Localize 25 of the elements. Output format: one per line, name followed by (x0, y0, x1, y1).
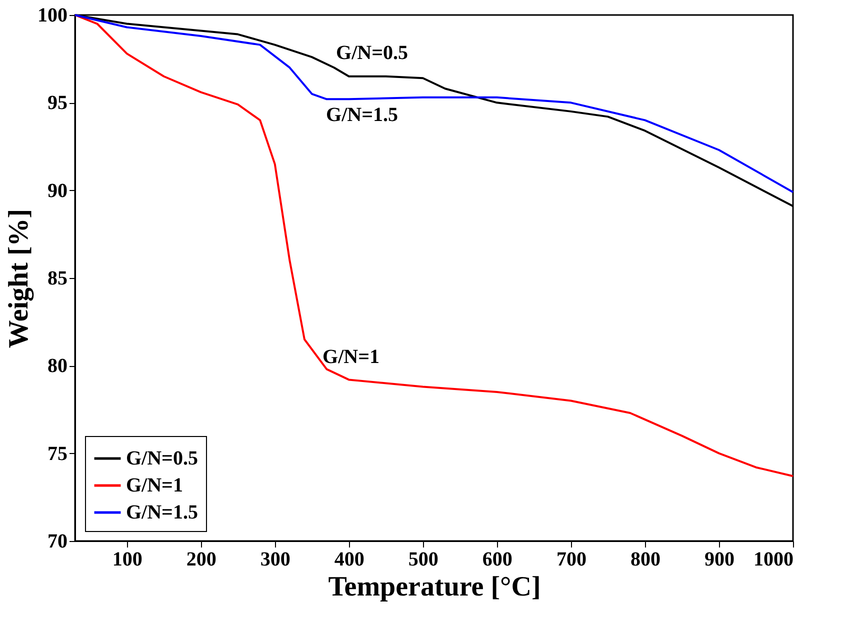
legend-label: G/N=1.5 (126, 502, 198, 524)
y-tick-label: 85 (48, 268, 68, 290)
x-tick-label: 300 (260, 548, 290, 570)
y-tick-label: 100 (38, 4, 68, 26)
x-tick-label: 800 (630, 548, 660, 570)
y-tick-label: 80 (48, 355, 68, 378)
x-tick-label: 500 (408, 548, 438, 570)
y-tick-label: 75 (48, 442, 68, 465)
x-tick-label: 700 (556, 548, 586, 570)
annotation: G/N=1.5 (326, 104, 398, 126)
x-axis-title: Temperature [°C] (328, 572, 541, 602)
y-tick-label: 70 (48, 530, 68, 552)
x-tick-label: 200 (186, 548, 216, 570)
y-tick-label: 95 (48, 92, 68, 114)
x-tick-label: 600 (482, 548, 512, 570)
y-tick-label: 90 (48, 180, 68, 202)
x-tick-label: 100 (112, 548, 142, 570)
x-tick-label: 900 (704, 548, 734, 570)
x-tick-label: 400 (334, 548, 364, 570)
annotation: G/N=1 (322, 346, 380, 368)
y-axis-title: Weight [%] (4, 208, 34, 348)
annotation: G/N=0.5 (336, 42, 408, 64)
legend-label: G/N=1 (126, 474, 183, 496)
x-tick-label: 1000 (754, 548, 794, 570)
legend-label: G/N=0.5 (126, 448, 198, 470)
